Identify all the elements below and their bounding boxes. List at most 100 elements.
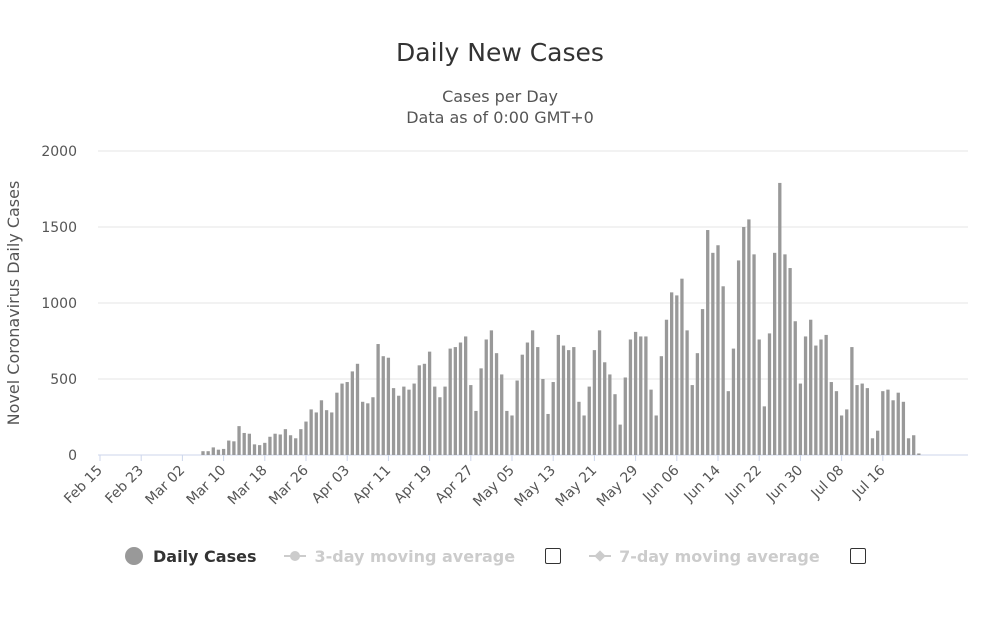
- bar[interactable]: [417, 365, 421, 455]
- bar[interactable]: [294, 438, 298, 455]
- bar[interactable]: [659, 356, 663, 455]
- bar[interactable]: [793, 321, 797, 455]
- bar[interactable]: [839, 415, 844, 455]
- bar[interactable]: [747, 219, 751, 455]
- bar[interactable]: [536, 347, 540, 455]
- bar[interactable]: [412, 383, 416, 455]
- bar[interactable]: [819, 339, 823, 455]
- bar[interactable]: [278, 434, 282, 455]
- bar[interactable]: [556, 334, 560, 455]
- bar[interactable]: [386, 357, 391, 455]
- checkbox-7-day-average[interactable]: [849, 548, 866, 564]
- bar[interactable]: [340, 383, 344, 455]
- bar[interactable]: [402, 386, 406, 455]
- bar[interactable]: [510, 415, 514, 455]
- bar[interactable]: [814, 345, 818, 455]
- bar[interactable]: [577, 401, 581, 455]
- bar[interactable]: [283, 429, 288, 455]
- bar[interactable]: [314, 412, 318, 455]
- bar[interactable]: [381, 356, 385, 455]
- bar[interactable]: [783, 254, 787, 455]
- bar[interactable]: [917, 453, 921, 455]
- legend-item-daily-cases[interactable]: Daily Cases: [125, 547, 256, 566]
- bar[interactable]: [613, 394, 617, 455]
- legend-item-3-day-average[interactable]: 3-day moving average: [284, 547, 515, 566]
- bar[interactable]: [273, 433, 277, 455]
- bar[interactable]: [886, 389, 890, 455]
- bar[interactable]: [711, 252, 715, 455]
- bar[interactable]: [572, 347, 576, 455]
- bar[interactable]: [654, 415, 658, 455]
- bar[interactable]: [237, 426, 241, 455]
- bar[interactable]: [824, 334, 828, 455]
- bar[interactable]: [221, 448, 226, 455]
- bar[interactable]: [350, 371, 354, 455]
- bar[interactable]: [912, 435, 916, 455]
- bar[interactable]: [474, 410, 478, 455]
- bar[interactable]: [227, 440, 231, 455]
- bar[interactable]: [515, 380, 519, 455]
- bar[interactable]: [639, 336, 643, 455]
- bar[interactable]: [870, 438, 875, 455]
- bar[interactable]: [427, 351, 432, 455]
- bar[interactable]: [304, 421, 308, 455]
- bar[interactable]: [469, 385, 473, 455]
- bar[interactable]: [896, 392, 900, 455]
- bar[interactable]: [906, 438, 911, 455]
- bar[interactable]: [458, 342, 463, 455]
- bar[interactable]: [901, 401, 906, 455]
- bar[interactable]: [520, 354, 524, 455]
- bar[interactable]: [391, 388, 396, 455]
- bar[interactable]: [670, 292, 674, 455]
- bar[interactable]: [690, 385, 694, 455]
- bar[interactable]: [376, 344, 380, 455]
- bar[interactable]: [330, 412, 334, 455]
- bar[interactable]: [798, 383, 803, 455]
- bar[interactable]: [736, 260, 741, 455]
- bar[interactable]: [464, 336, 468, 455]
- bar[interactable]: [443, 386, 447, 455]
- bar[interactable]: [608, 374, 612, 455]
- bar[interactable]: [561, 345, 566, 455]
- bar[interactable]: [592, 350, 597, 455]
- bar[interactable]: [700, 309, 705, 455]
- bar[interactable]: [530, 330, 535, 455]
- bar[interactable]: [525, 342, 530, 455]
- bar[interactable]: [788, 268, 792, 455]
- bar[interactable]: [773, 252, 777, 455]
- bar[interactable]: [845, 409, 849, 455]
- bar[interactable]: [361, 401, 365, 455]
- bar[interactable]: [433, 386, 437, 455]
- bar[interactable]: [829, 382, 833, 455]
- bar[interactable]: [850, 347, 854, 455]
- bar[interactable]: [422, 363, 427, 455]
- bar[interactable]: [345, 382, 349, 455]
- bar[interactable]: [803, 336, 808, 455]
- bar[interactable]: [731, 348, 736, 455]
- bar[interactable]: [767, 333, 772, 455]
- bar[interactable]: [309, 409, 313, 455]
- bar[interactable]: [809, 319, 813, 455]
- bar[interactable]: [752, 254, 756, 455]
- bar[interactable]: [567, 350, 571, 455]
- bar[interactable]: [597, 330, 602, 455]
- bar[interactable]: [649, 389, 653, 455]
- bar[interactable]: [757, 339, 761, 455]
- bar[interactable]: [716, 245, 720, 455]
- bar[interactable]: [242, 432, 246, 455]
- bar[interactable]: [288, 435, 293, 455]
- bar[interactable]: [603, 362, 607, 455]
- bar[interactable]: [484, 339, 488, 455]
- bar[interactable]: [258, 445, 262, 455]
- bar[interactable]: [397, 395, 401, 455]
- bar[interactable]: [335, 392, 339, 455]
- bar[interactable]: [623, 377, 627, 455]
- bar[interactable]: [587, 386, 591, 455]
- bar[interactable]: [865, 388, 869, 455]
- checkbox-3-day-average[interactable]: [545, 548, 562, 564]
- bar[interactable]: [633, 331, 638, 455]
- bar[interactable]: [371, 397, 375, 455]
- bar[interactable]: [324, 410, 329, 455]
- bar[interactable]: [628, 339, 633, 455]
- bar[interactable]: [505, 410, 509, 455]
